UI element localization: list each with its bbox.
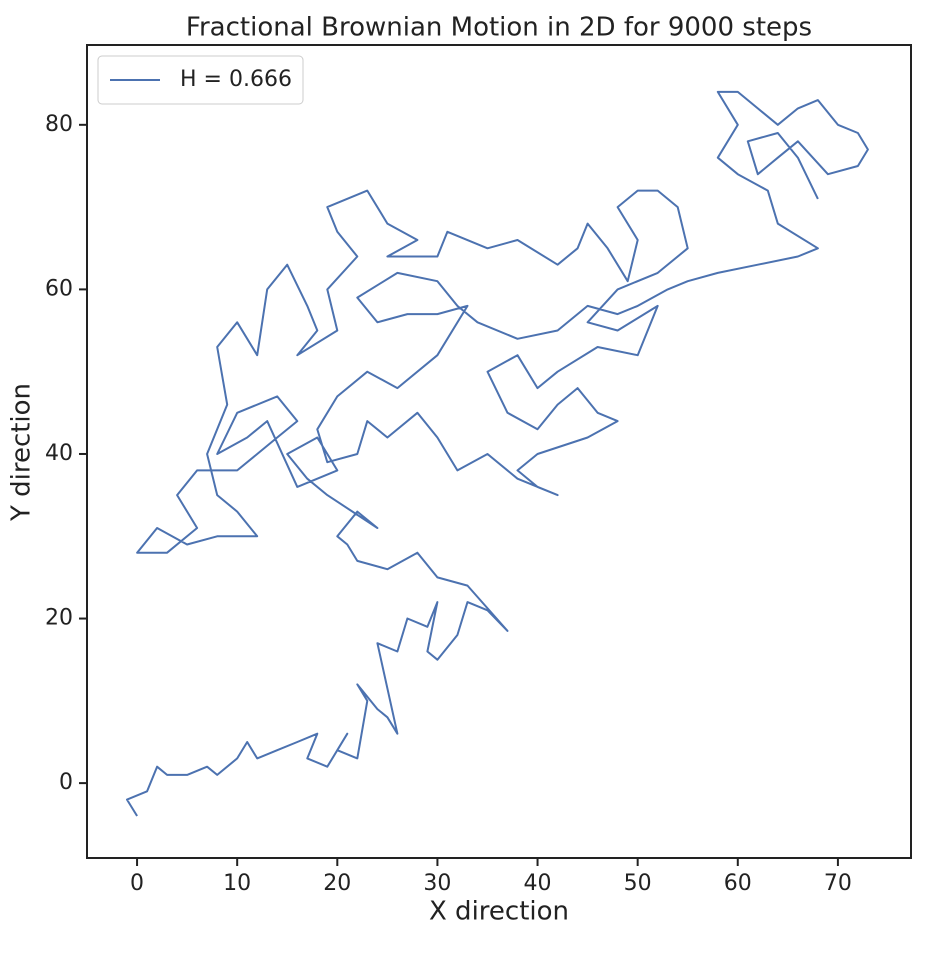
y-tick-label: 20: [45, 606, 73, 631]
x-tick-label: 30: [423, 871, 451, 896]
plot-area: [126, 90, 869, 817]
data-line: [126, 90, 869, 817]
chart-title: Fractional Brownian Motion in 2D for 900…: [186, 13, 812, 43]
legend-box: [97, 55, 304, 105]
y-axis-label: Y direction: [7, 383, 37, 522]
y-tick-label: 40: [45, 441, 73, 466]
x-axis-label: X direction: [429, 897, 569, 927]
axes-frame: [86, 44, 912, 859]
y-tick-label: 60: [45, 276, 73, 301]
legend-label: H = 0.666: [180, 67, 292, 92]
x-tick-label: 50: [624, 871, 652, 896]
x-tick-label: 60: [724, 871, 752, 896]
x-tick-label: 10: [223, 871, 251, 896]
x-tick-label: 70: [824, 871, 852, 896]
x-tick-label: 40: [524, 871, 552, 896]
x-tick-label: 0: [130, 871, 144, 896]
y-tick-label: 0: [59, 770, 73, 795]
x-tick-label: 20: [323, 871, 351, 896]
y-tick-label: 80: [45, 112, 73, 137]
